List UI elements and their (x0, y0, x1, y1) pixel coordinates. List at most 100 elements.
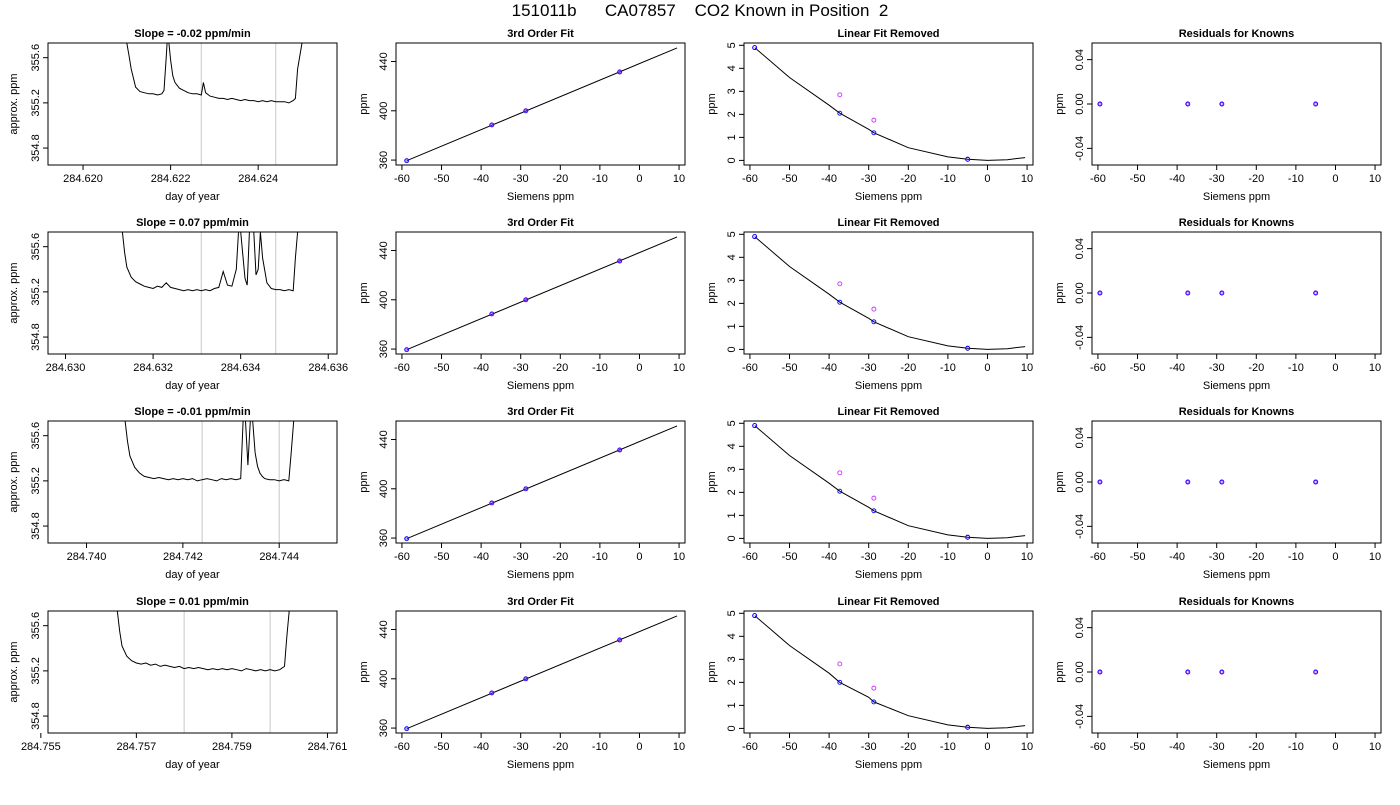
x-tick-label: 284.632 (133, 362, 173, 374)
y-axis-label: ppm (358, 93, 370, 114)
plot-frame (47, 610, 338, 734)
magenta-data-point (490, 312, 494, 316)
x-axis-label: Siemens ppm (855, 569, 922, 581)
plot-frame (395, 231, 686, 355)
blue-data-point (1185, 290, 1191, 296)
x-tick-label: -30 (861, 741, 877, 753)
plot-area (754, 236, 1026, 350)
x-tick-label: -20 (1248, 551, 1264, 563)
x-tick-label: -40 (1169, 362, 1185, 374)
y-tick-label: 440 (378, 620, 390, 638)
y-axis-label: ppm (1054, 661, 1066, 682)
plot-frame (1091, 42, 1382, 166)
panel-title: Slope = -0.01 ppm/min (134, 406, 251, 418)
fit-curve (754, 425, 1026, 539)
blue-data-point (523, 486, 529, 492)
y-axis-label: ppm (706, 93, 718, 114)
x-tick-label: -10 (940, 551, 956, 563)
magenta-data-point (1314, 480, 1318, 484)
blue-data-point (489, 122, 495, 128)
y-axis-label: ppm (706, 282, 718, 303)
x-tick-label: -30 (1209, 741, 1225, 753)
magenta-data-point (524, 677, 528, 681)
x-tick-label: 284.755 (21, 741, 61, 753)
x-tick-label: -50 (782, 551, 798, 563)
x-tick-label: -30 (513, 551, 529, 563)
x-tick-label: 284.761 (308, 741, 348, 753)
y-tick-label: 355.2 (30, 467, 42, 495)
x-tick-label: -30 (1209, 362, 1225, 374)
blue-data-point (965, 724, 971, 730)
panel-title: 3rd Order Fit (507, 406, 574, 418)
x-tick-label: -50 (434, 173, 450, 185)
y-tick-label: 354.8 (30, 323, 42, 351)
x-tick-label: -50 (1130, 551, 1146, 563)
plot-area (124, 421, 295, 482)
x-tick-label: 10 (1369, 741, 1381, 753)
y-axis-label: ppm (358, 471, 370, 492)
panel-title: Slope = 0.07 ppm/min (136, 217, 249, 229)
panel-3-4: Residuals for Knowns -60 -50 -40 -30 -20 -10 0 1… (1054, 406, 1382, 581)
blue-data-point (1219, 669, 1225, 675)
y-tick-label: 355.6 (30, 612, 42, 640)
plot-frame (395, 610, 686, 734)
x-tick-label: -10 (1288, 362, 1304, 374)
panel-1-1: Slope = -0.02 ppm/min 284.620 284.622 284.6… (8, 28, 338, 203)
x-tick-label: -60 (1090, 551, 1106, 563)
blue-data-point (523, 676, 529, 682)
x-tick-label: -20 (1248, 741, 1264, 753)
x-tick-label: -30 (861, 551, 877, 563)
panel-title: Residuals for Knowns (1179, 406, 1295, 418)
x-axis-label: Siemens ppm (1203, 569, 1270, 581)
magenta-data-point (405, 727, 409, 731)
plot-frame (47, 420, 338, 544)
plot-frame (743, 420, 1034, 544)
x-tick-label: -60 (1090, 362, 1106, 374)
blue-data-point (837, 299, 843, 305)
x-tick-label: 10 (1369, 362, 1381, 374)
x-tick-label: 0 (1332, 173, 1338, 185)
y-tick-label: 354.8 (30, 512, 42, 540)
blue-data-point (1097, 290, 1103, 296)
y-tick-label: 0 (726, 346, 738, 352)
blue-data-point (871, 699, 877, 705)
panel-title: Linear Fit Removed (837, 28, 939, 40)
x-tick-label: 0 (636, 173, 642, 185)
x-tick-label: -60 (1090, 741, 1106, 753)
y-tick-label: 2 (726, 489, 738, 495)
magenta-data-point (490, 123, 494, 127)
y-tick-label: 1 (726, 323, 738, 329)
x-tick-label: -60 (742, 551, 758, 563)
y-axis-label: ppm (358, 661, 370, 682)
y-tick-label: 360 (378, 151, 390, 169)
x-tick-label: -40 (821, 173, 837, 185)
x-tick-label: -60 (1090, 173, 1106, 185)
blue-data-point (617, 258, 623, 264)
y-tick-label: 4 (726, 443, 738, 449)
blue-data-point (523, 108, 529, 114)
blue-data-point (871, 319, 877, 325)
y-axis-label: approx. ppm (8, 73, 20, 134)
x-tick-label: -10 (1288, 741, 1304, 753)
y-tick-label: 360 (378, 529, 390, 547)
x-tick-label: -30 (513, 362, 529, 374)
x-tick-label: -10 (592, 173, 608, 185)
magenta-data-point (1314, 670, 1318, 674)
magenta-data-point (1220, 291, 1224, 295)
x-tick-label: -50 (1130, 362, 1146, 374)
blue-data-point (1219, 290, 1225, 296)
panel-2-1: Slope = 0.07 ppm/min 284.630 284.632 284.63… (8, 217, 348, 392)
x-tick-label: -50 (782, 741, 798, 753)
plot-area (406, 47, 678, 162)
y-tick-label: -0.04 (1074, 136, 1086, 161)
blue-data-point (752, 234, 758, 240)
magenta-data-point (1186, 480, 1190, 484)
x-tick-label: 10 (1021, 551, 1033, 563)
blue-data-point (752, 423, 758, 429)
y-tick-label: 2 (726, 300, 738, 306)
blue-data-point (752, 45, 758, 51)
panel-title: Linear Fit Removed (837, 406, 939, 418)
x-tick-label: 10 (673, 362, 685, 374)
x-tick-label: -10 (592, 741, 608, 753)
x-tick-label: -20 (900, 362, 916, 374)
